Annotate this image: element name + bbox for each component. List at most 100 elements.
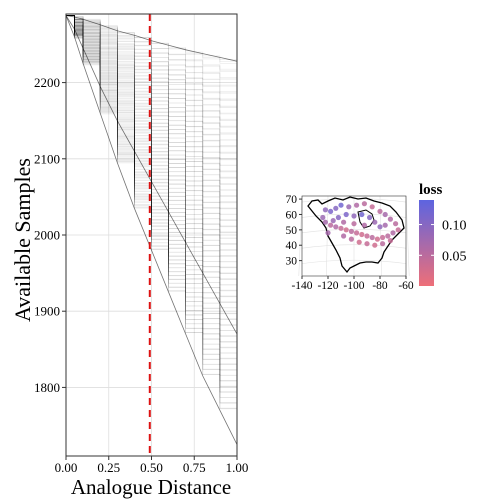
sample-curve [66, 15, 238, 264]
y-tick-label: 2100 [34, 151, 60, 166]
loss-point [328, 208, 334, 214]
sample-curve [66, 15, 238, 239]
sample-curve [66, 15, 238, 185]
loss-point [351, 213, 357, 219]
sample-curve [66, 15, 238, 308]
loss-point [325, 230, 331, 236]
legend-tick-label: 0.10 [442, 219, 467, 234]
sample-curve [66, 15, 238, 444]
sample-curve [66, 15, 238, 303]
sample-curve [66, 15, 238, 377]
sample-curve [66, 15, 238, 114]
sample-curve [66, 15, 238, 171]
loss-point [348, 236, 354, 242]
sample-curve [66, 15, 238, 137]
sample-curve [66, 15, 238, 115]
loss-point [356, 239, 362, 245]
sample-curve [66, 15, 238, 185]
loss-legend: loss 0.10 0.05 [419, 182, 467, 286]
sample-curve [66, 15, 238, 371]
loss-point [348, 228, 354, 234]
loss-point [361, 201, 367, 207]
sample-curve [66, 15, 238, 166]
sample-curve [66, 15, 238, 271]
sample-curve [66, 15, 238, 107]
sample-curve [66, 15, 238, 327]
loss-points [320, 201, 401, 248]
sample-curve [66, 15, 238, 100]
loss-point [351, 221, 357, 227]
sample-curve [66, 15, 238, 345]
map-parallel [301, 244, 407, 249]
main-y-ticks: 1800 1900 2000 2100 2200 [34, 75, 66, 395]
sample-curve [66, 15, 238, 365]
sample-curve [66, 15, 238, 271]
legend-colorbar [419, 200, 434, 286]
sample-curve [66, 15, 238, 220]
sample-curve [66, 15, 238, 333]
sample-curve [66, 15, 238, 431]
sample-curve [66, 15, 238, 346]
loss-point [395, 227, 401, 233]
map-y-tick-label: 40 [286, 240, 298, 252]
sample-curve [66, 15, 238, 371]
sample-curve [66, 15, 238, 296]
sample-curve [66, 15, 238, 252]
sample-curve [66, 15, 238, 74]
sample-curve [66, 15, 238, 339]
x-tick-label: 0.25 [97, 460, 120, 475]
sample-curve [66, 15, 238, 173]
sample-curve [66, 15, 238, 290]
sample-curve [66, 15, 238, 83]
sample-curve [66, 15, 238, 123]
sample-curve [66, 15, 238, 420]
sample-curve [66, 15, 238, 157]
sample-curve [66, 15, 238, 152]
sample-curve [66, 15, 238, 77]
sample-curve [66, 15, 238, 277]
x-tick-label: 0.75 [183, 460, 206, 475]
sample-curve [66, 15, 238, 186]
sample-curve [66, 15, 238, 419]
sample-curve [66, 15, 238, 108]
sample-curve [66, 15, 238, 246]
sample-curve [66, 15, 238, 232]
x-tick-label: 1.00 [226, 460, 249, 475]
map-y-tick-label: 30 [286, 256, 298, 268]
sample-curve [66, 15, 238, 144]
sample-curve [66, 15, 238, 179]
sample-curve [66, 15, 238, 289]
y-tick-label: 1900 [34, 304, 60, 319]
sample-curve [66, 15, 238, 443]
sample-curve [66, 15, 238, 252]
y-tick-label: 2000 [34, 228, 60, 243]
map-meridian [405, 195, 410, 277]
sample-curve [66, 15, 238, 437]
sample-curve [66, 15, 238, 328]
sample-curve [66, 15, 238, 270]
loss-point [333, 205, 339, 211]
sample-curve [66, 15, 238, 251]
sample-curve [66, 15, 238, 314]
map-x-tick-label: -80 [372, 280, 388, 292]
sample-curve [66, 15, 238, 219]
sample-curve [66, 15, 238, 122]
loss-point [354, 202, 360, 208]
sample-curve [66, 15, 238, 213]
loss-point [382, 222, 388, 228]
loss-point [382, 211, 388, 218]
loss-point [359, 211, 365, 218]
sample-curve [66, 15, 238, 407]
sample-curve [66, 15, 238, 138]
sample-curve [66, 15, 238, 370]
sample-curve [66, 15, 238, 413]
sample-curve [66, 15, 238, 93]
sample-curve [66, 15, 238, 218]
sample-curve [66, 15, 238, 303]
sample-curve [66, 15, 238, 353]
sample-curve [66, 15, 238, 164]
loss-point [328, 222, 334, 228]
main-panel: 0.00 0.25 0.50 0.75 1.00 1800 1900 2000 2100 220… [10, 13, 249, 499]
sample-curve [66, 15, 238, 407]
sample-curve [66, 15, 238, 364]
